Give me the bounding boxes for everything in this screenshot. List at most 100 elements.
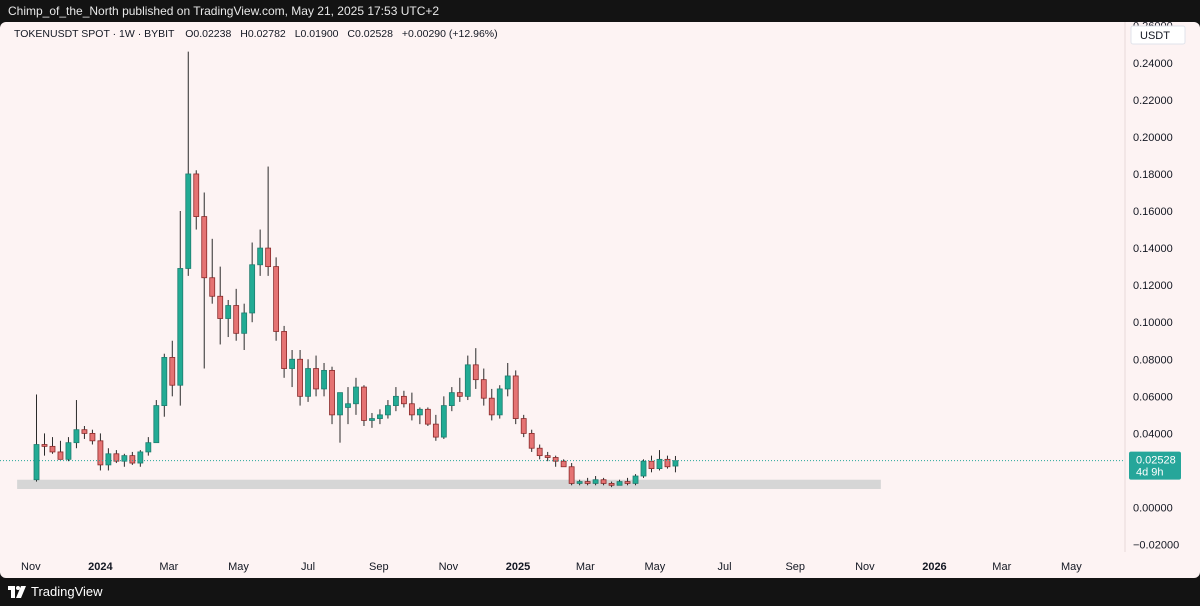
candle-body (233, 305, 240, 334)
price-tick-label: 0.20000 (1133, 132, 1173, 144)
last-price-value: 0.02528 (1136, 455, 1176, 467)
candle-body (656, 458, 663, 470)
candle-body (472, 364, 479, 381)
support-zone[interactable] (17, 479, 881, 489)
candle-body (648, 460, 655, 470)
candle-body (448, 392, 455, 407)
open-value: O0.02238 (185, 28, 231, 40)
candle-body (57, 451, 64, 460)
high-value: H0.02782 (240, 28, 286, 40)
time-tick-label: 2025 (506, 561, 530, 573)
tradingview-logo-icon (8, 585, 26, 598)
candle-body (416, 408, 423, 416)
candle-body (640, 460, 647, 477)
candle-body (552, 457, 559, 462)
time-tick-label: Sep (785, 561, 805, 573)
currency-label-box[interactable]: USDT (1130, 25, 1186, 45)
time-tick-label: Mar (159, 561, 178, 573)
last-price-label-bg (1129, 451, 1181, 480)
candle-body (424, 408, 431, 425)
time-tick-label: Nov (439, 561, 459, 573)
time-tick-label: Sep (369, 561, 389, 573)
candle-body (145, 442, 152, 453)
candle-body (49, 445, 56, 453)
candle-body (249, 264, 256, 314)
candle-body (408, 403, 415, 416)
candle-body (97, 440, 104, 466)
candle-body (121, 455, 128, 462)
time-tick-label: May (645, 561, 666, 573)
price-tick-label: 0.00000 (1133, 503, 1173, 515)
candlestick-chart[interactable]: 0.260000.240000.220000.200000.180000.160… (0, 22, 1200, 578)
candle-body (608, 483, 615, 486)
candle-body (273, 266, 280, 332)
candle-body (480, 379, 487, 399)
close-value: C0.02528 (347, 28, 393, 40)
price-tick-label: 0.06000 (1133, 391, 1173, 403)
bar-countdown: 4d 9h (1136, 467, 1164, 479)
price-tick-label: 0.10000 (1133, 317, 1173, 329)
candle-body (528, 432, 535, 449)
currency-box-bg (1130, 25, 1186, 45)
chart-area[interactable]: 0.260000.240000.220000.200000.180000.160… (0, 22, 1200, 578)
candle-body (81, 429, 88, 434)
candle-body (393, 395, 399, 407)
time-tick-label: 2026 (922, 561, 946, 573)
candle-body (536, 447, 543, 457)
candle-body (169, 357, 176, 386)
time-tick-label: Nov (855, 561, 875, 573)
time-tick-label: Mar (576, 561, 595, 573)
candle-body (385, 405, 391, 416)
candle-body (313, 368, 319, 390)
candle-body (153, 405, 160, 444)
price-tick-label: 0.16000 (1133, 206, 1173, 218)
time-tick-label: Nov (21, 561, 41, 573)
candle-body (265, 247, 272, 268)
time-tick-label: May (228, 561, 249, 573)
candle-body (129, 455, 136, 464)
price-tick-label: 0.04000 (1133, 428, 1173, 440)
candle-body (632, 475, 639, 484)
candle-body (353, 386, 359, 405)
publisher-header: Chimp_of_the_North published on TradingV… (0, 0, 1200, 22)
tradingview-logo[interactable]: TradingView (8, 584, 103, 599)
candle-body (664, 458, 671, 468)
low-value: L0.01900 (295, 28, 339, 40)
price-tick-label: 0.08000 (1133, 354, 1173, 366)
candle-body (568, 466, 575, 484)
candle-body (225, 305, 232, 319)
candle-body (496, 388, 503, 416)
candle-body (560, 460, 567, 468)
candle-body (161, 357, 168, 407)
candle-body (672, 460, 679, 467)
time-axis[interactable]: Nov 2024 Mar May Jul Sep Nov 2025 Mar May Jul Sep No… (21, 561, 1082, 573)
candle-body (105, 453, 112, 466)
publisher-text: Chimp_of_the_North published on TradingV… (8, 4, 440, 18)
price-tick-label: −0.02000 (1133, 540, 1179, 552)
candle-body (241, 312, 248, 334)
candle-body (41, 444, 48, 447)
candle-body (217, 295, 224, 319)
footer-bar: TradingView (0, 578, 1200, 606)
currency-label: USDT (1140, 30, 1170, 42)
candle-body (281, 331, 288, 369)
candle-body (512, 375, 519, 419)
candle-body (504, 375, 511, 390)
candle-body (337, 392, 343, 416)
candle-body (177, 268, 184, 386)
candle-body (305, 368, 311, 397)
candle-body (65, 442, 72, 460)
candle-body (600, 479, 607, 484)
candle-body (185, 173, 192, 269)
candle-body (576, 481, 583, 484)
candle-body (592, 479, 599, 484)
candles (33, 51, 679, 488)
candle-body (289, 358, 295, 369)
candle-body (432, 423, 439, 438)
price-tick-label: 0.24000 (1133, 58, 1173, 70)
change-value: +0.00290 (+12.96%) (402, 28, 498, 40)
candle-body (464, 364, 471, 397)
candle-body (456, 392, 463, 397)
symbol-label: TOKENUSDT SPOT · 1W · BYBIT (14, 28, 175, 40)
candle-body (209, 277, 216, 297)
